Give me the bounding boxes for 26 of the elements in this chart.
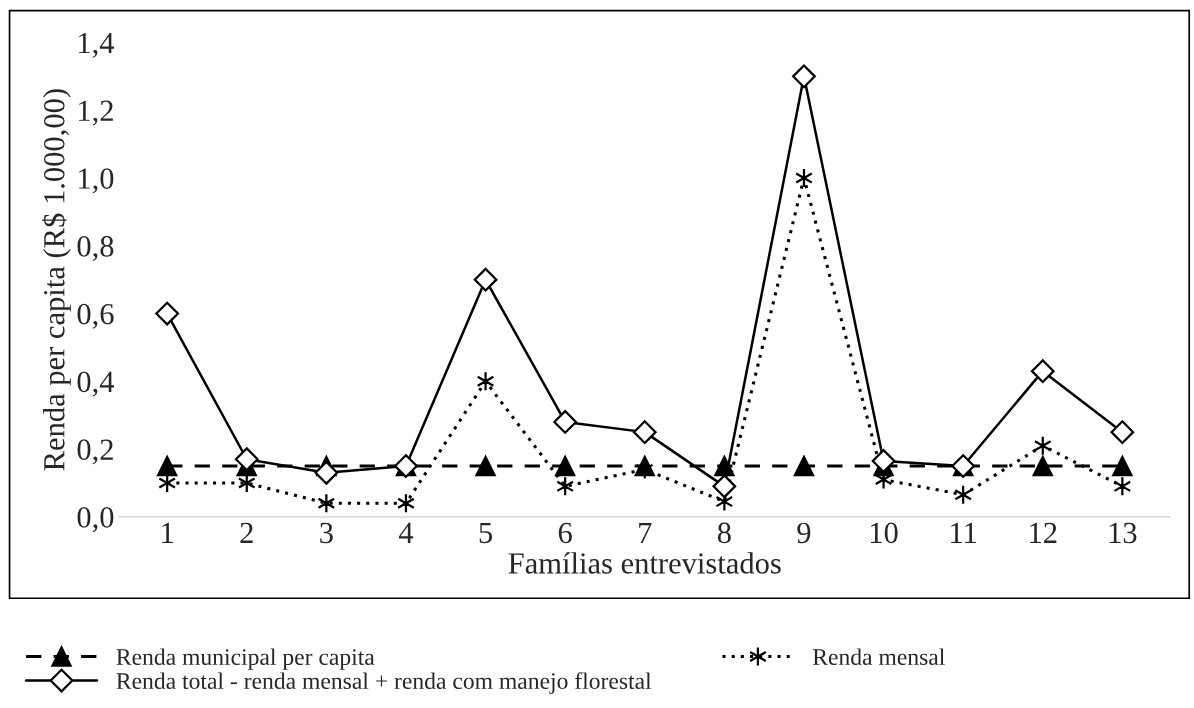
y-tick-label: 0,2 — [77, 439, 113, 465]
y-tick-label: 1,4 — [79, 32, 115, 58]
y-tick-label: 0,8 — [77, 236, 114, 262]
y-tick-label: 0,4 — [77, 371, 115, 397]
y-tick-label: 1,0 — [79, 168, 114, 194]
x-tick-label: 11 — [951, 522, 977, 543]
legend-label: Renda total - renda mensal + renda com manejo florestal — [116, 672, 652, 694]
x-tick-label: 9 — [797, 522, 811, 544]
x-axis-title: Famílias entrevistados — [508, 552, 781, 574]
x-tick-label: 12 — [1030, 522, 1057, 543]
x-tick-label: 4 — [398, 522, 414, 543]
x-tick-label: 6 — [558, 522, 572, 544]
y-tick-label: 0,6 — [77, 303, 114, 329]
x-tick-label: 8 — [717, 522, 731, 544]
x-tick-label: 2 — [240, 522, 253, 543]
legend-label: Renda municipal per capita — [116, 648, 375, 670]
y-axis-title: Renda per capita (R$ 1.000,00) — [42, 89, 71, 471]
x-tick-label: 13 — [1109, 522, 1137, 544]
legend-label: Renda mensal — [812, 648, 945, 666]
y-tick-label: 1,2 — [79, 100, 113, 126]
y-tick-label: 0,0 — [77, 507, 114, 533]
x-tick-label: 5 — [479, 522, 493, 544]
x-tick-label: 7 — [639, 522, 652, 543]
x-tick-label: 10 — [870, 522, 898, 544]
x-tick-label: 1 — [162, 522, 173, 543]
x-tick-label: 3 — [320, 522, 333, 544]
